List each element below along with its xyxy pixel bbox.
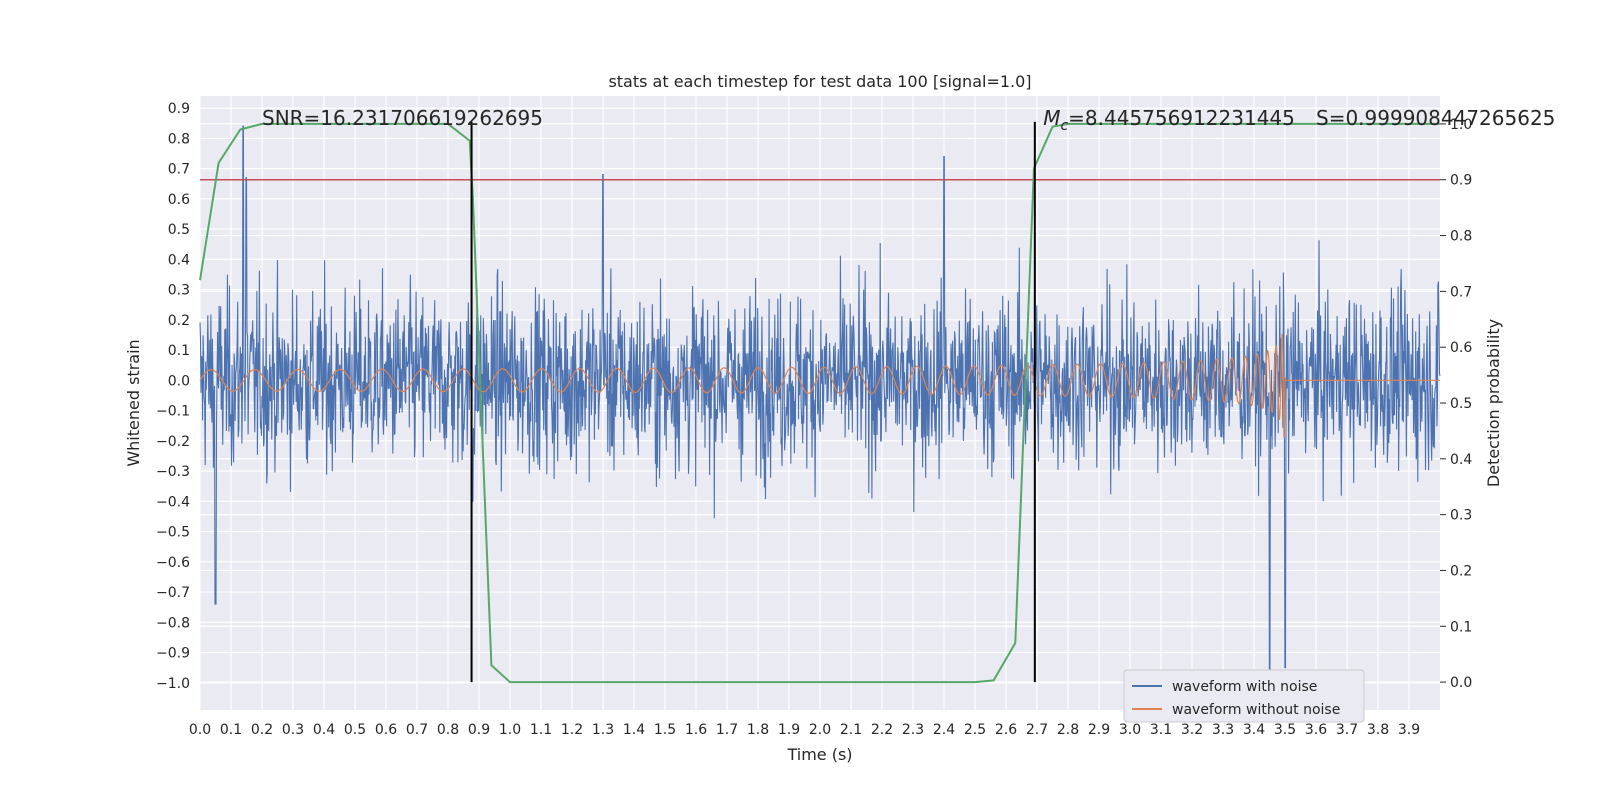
data-layer: [199, 121, 1441, 684]
x-tick-label: 0.3: [282, 722, 304, 738]
x-tick-label: 1.1: [530, 722, 552, 738]
y2-tick-label: 0.1: [1450, 619, 1472, 635]
x-tick-label: 1.2: [561, 722, 583, 738]
y-tick-label: 0.3: [168, 283, 190, 299]
y-tick-label: −0.5: [156, 525, 190, 541]
x-tick-label: 0.6: [375, 722, 397, 738]
x-tick-label: 3.5: [1274, 722, 1296, 738]
x-tick-label: 1.9: [778, 722, 800, 738]
x-tick-label: 0.0: [189, 722, 211, 738]
y2-tick-label: 0.6: [1450, 340, 1472, 356]
x-tick-label: 1.0: [499, 722, 521, 738]
y-tick-label: 0.6: [168, 192, 190, 208]
chirp-mass-annotation: Mc=8.445756912231445: [1043, 106, 1295, 134]
x-tick-label: 0.9: [468, 722, 490, 738]
y-axis-label: Whitened strain: [124, 339, 143, 466]
legend-label: waveform without noise: [1172, 702, 1340, 718]
y2-axis-label: Detection probability: [1484, 319, 1503, 487]
y-tick-label: −0.9: [156, 646, 190, 662]
y-tick-label: 0.5: [168, 222, 190, 238]
y-tick-label: −0.4: [156, 494, 190, 510]
x-tick-label: 0.7: [406, 722, 428, 738]
x-tick-label: 3.3: [1212, 722, 1234, 738]
chart-title: stats at each timestep for test data 100…: [608, 72, 1031, 91]
x-tick-label: 3.9: [1398, 722, 1420, 738]
x-tick-label: 2.4: [933, 722, 955, 738]
x-tick-label: 1.3: [592, 722, 614, 738]
y2-tick-label: 0.8: [1450, 229, 1472, 245]
series-waveform-with-noise: [199, 125, 1441, 684]
y-tick-label: −0.7: [156, 585, 190, 601]
x-tick-label: 2.7: [1026, 722, 1048, 738]
y-tick-label: 0.2: [168, 313, 190, 329]
x-tick-label: 2.0: [809, 722, 831, 738]
x-tick-label: 0.8: [437, 722, 459, 738]
x-tick-label: 1.5: [654, 722, 676, 738]
x-tick-label: 3.4: [1243, 722, 1265, 738]
y2-tick-label: 0.4: [1450, 452, 1472, 468]
x-tick-label: 3.7: [1336, 722, 1358, 738]
x-tick-label: 3.6: [1305, 722, 1327, 738]
legend-box: [1123, 669, 1365, 723]
x-tick-label: 2.3: [902, 722, 924, 738]
x-tick-label: 2.2: [871, 722, 893, 738]
x-tick-label: 3.2: [1181, 722, 1203, 738]
x-tick-label: 2.6: [995, 722, 1017, 738]
y-tick-label: 0.7: [168, 162, 190, 178]
y-tick-label: −0.3: [156, 464, 190, 480]
x-tick-label: 3.0: [1119, 722, 1141, 738]
x-tick-label: 0.4: [313, 722, 335, 738]
y2-tick-label: 0.9: [1450, 173, 1472, 189]
y-tick-label: −0.6: [156, 555, 190, 571]
detection-probability-line: [199, 122, 1440, 684]
y2-tick-label: 0.0: [1450, 675, 1472, 691]
legend-label: waveform with noise: [1172, 679, 1317, 695]
legend: waveform with noise waveform without nois…: [1123, 669, 1365, 723]
y2-tick-label: 0.2: [1450, 563, 1472, 579]
y-tick-label: 0.4: [168, 252, 190, 268]
x-tick-label: 3.1: [1150, 722, 1172, 738]
x-axis-label: Time (s): [786, 745, 852, 764]
y-tick-label: −0.1: [156, 404, 190, 420]
annotations: SNR=16.231706619262695 Mc=8.4457569122314…: [262, 106, 1555, 134]
y-tick-label: −0.2: [156, 434, 190, 450]
y2-tick-label: 0.7: [1450, 284, 1472, 300]
axes: 0.0 0.1 0.2 0.3 0.4 0.5 0.6 0.7 0.8 0.9 1.0 1.1 1.2 1…: [156, 101, 1472, 738]
x-tick-label: 1.6: [685, 722, 707, 738]
y-tick-label: −0.8: [156, 615, 190, 631]
x-tick-label: 0.5: [344, 722, 366, 738]
x-tick-label: 1.8: [747, 722, 769, 738]
x-tick-label: 2.5: [964, 722, 986, 738]
x-tick-label: 2.8: [1057, 722, 1079, 738]
y-tick-label: −1.0: [156, 676, 190, 692]
x-tick-label: 2.1: [840, 722, 862, 738]
x-tick-label: 1.7: [716, 722, 738, 738]
x-tick-label: 0.2: [251, 722, 273, 738]
y2-tick-label: 1.0: [1450, 117, 1472, 133]
snr-annotation: SNR=16.231706619262695: [262, 106, 543, 130]
y-tick-label: 0.9: [168, 101, 190, 117]
y-tick-label: 0.0: [168, 373, 190, 389]
x-tick-label: 1.4: [623, 722, 645, 738]
y-tick-label: 0.1: [168, 343, 190, 359]
series-waveform-without-noise: [199, 333, 1440, 438]
y2-tick-label: 0.3: [1450, 508, 1472, 524]
score-annotation: S=0.999908447265625: [1316, 106, 1555, 130]
x-tick-label: 3.8: [1367, 722, 1389, 738]
y2-tick-label: 0.5: [1450, 396, 1472, 412]
y-tick-label: 0.8: [168, 131, 190, 147]
x-tick-label: 0.1: [220, 722, 242, 738]
x-tick-label: 2.9: [1088, 722, 1110, 738]
